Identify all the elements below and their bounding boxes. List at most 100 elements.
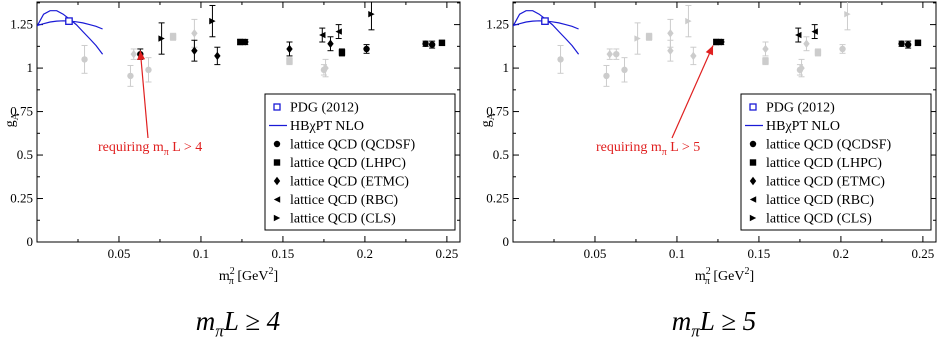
legend-label: HBχPT NLO	[290, 119, 364, 134]
x-tick-label: 0.15	[748, 246, 771, 261]
legend-swatch	[749, 140, 757, 148]
chart-panel-left: 0.05 0.1 0.15 0.2 0.25 0 0.25 0.5 0.75 1 1.25 m2 π […	[3, 1, 461, 341]
data-point	[127, 64, 134, 87]
data-point	[65, 17, 73, 25]
data-point	[613, 48, 620, 60]
legend-box	[740, 93, 932, 231]
data-point	[904, 40, 912, 49]
annotation-text: L > 5	[667, 140, 700, 155]
annotation-sub: π	[662, 147, 667, 158]
x-axis-label-sup: 2	[706, 266, 711, 277]
x-tick-label: 0.15	[272, 246, 295, 261]
data-point	[606, 48, 613, 60]
point-marker	[914, 39, 922, 47]
data-point	[363, 44, 370, 54]
point-marker	[335, 28, 342, 35]
data-point	[428, 40, 436, 49]
legend-box	[264, 93, 456, 231]
x-tick-label: 0.05	[108, 246, 131, 261]
point-marker	[685, 17, 692, 25]
legend-label: lattice QCD (CLS)	[290, 212, 396, 227]
y-tick-label: 0.75	[10, 104, 33, 119]
data-point	[690, 46, 697, 66]
point-marker	[322, 63, 329, 73]
point-marker	[191, 46, 198, 55]
x-axis-label-text: m	[695, 269, 706, 284]
point-marker	[214, 51, 221, 61]
point-marker	[422, 40, 429, 47]
y-tick-label: 1.25	[10, 17, 33, 32]
point-marker	[145, 66, 152, 74]
legend-label: lattice QCD (LHPC)	[766, 156, 882, 171]
x-axis-unit: [GeV	[234, 269, 269, 284]
y-tick-label: 0.5	[17, 147, 33, 162]
annotation-sub: π	[164, 147, 169, 158]
data-point	[368, 2, 375, 31]
caption-subscript: π	[215, 321, 224, 341]
legend-swatch	[749, 103, 757, 111]
x-axis-unit-sup: 2	[744, 266, 749, 277]
x-tick-label: 0.1	[669, 246, 685, 261]
data-point	[209, 4, 216, 38]
point-marker	[327, 39, 334, 48]
y-axis-label-sub: A	[10, 112, 21, 120]
legend-swatch	[273, 159, 281, 166]
y-axis-label: gA	[479, 112, 497, 127]
y-tick-label: 0.75	[486, 104, 509, 119]
x-axis-label: m2 π [GeV2]	[219, 266, 278, 287]
legend-label: lattice QCD (LHPC)	[290, 156, 406, 171]
annotation-text: requiring m	[596, 140, 662, 155]
point-marker	[286, 44, 293, 54]
data-point	[191, 39, 198, 62]
legend-label: PDG (2012)	[766, 101, 835, 116]
point-marker	[713, 38, 720, 46]
point-marker	[557, 56, 564, 63]
x-axis-label-sub: π	[705, 276, 710, 287]
legend-swatch	[273, 176, 281, 186]
data-point	[762, 41, 769, 57]
point-marker	[363, 45, 370, 53]
point-marker	[667, 29, 674, 38]
legend-swatch	[273, 214, 281, 222]
data-point	[811, 24, 818, 40]
x-tick-label: 0.2	[357, 246, 373, 261]
plot-area	[513, 2, 922, 87]
point-marker	[237, 38, 244, 46]
x-axis-label-sup: 2	[230, 266, 235, 277]
point-marker	[81, 56, 88, 63]
legend-label: HBχPT NLO	[766, 119, 840, 134]
data-point	[795, 27, 802, 43]
annotation-text: requiring m	[98, 140, 164, 155]
chart-panel-right: 0.05 0.1 0.15 0.2 0.25 0 0.25 0.5 0.75 1 1.25 m2 π […	[476, 0, 952, 345]
point-marker	[191, 29, 198, 38]
point-marker	[541, 17, 549, 25]
data-point	[667, 18, 674, 48]
annotation-arrowhead	[705, 45, 714, 56]
legend-label: lattice QCD (QCDSF)	[766, 138, 892, 153]
caption-text: L ≥ 4	[223, 306, 281, 336]
point-marker	[811, 28, 818, 35]
caption-subscript: π	[691, 321, 700, 341]
data-point	[214, 46, 221, 66]
x-tick-label: 0.2	[833, 246, 849, 261]
legend-label: lattice QCD (RBC)	[290, 193, 398, 208]
y-axis-label-sub: A	[486, 112, 497, 120]
data-point	[145, 57, 152, 83]
y-axis-label-text: g	[3, 120, 18, 127]
annotation-arrow	[671, 45, 714, 139]
point-marker	[65, 17, 73, 25]
data-point	[685, 4, 692, 38]
hbchpt-curve	[513, 10, 580, 55]
data-point	[898, 40, 905, 47]
point-marker	[338, 49, 346, 56]
data-point	[158, 22, 165, 55]
point-marker	[904, 41, 912, 48]
legend-swatch	[273, 103, 281, 111]
caption-text: m	[195, 306, 216, 336]
legend-swatch	[749, 176, 757, 186]
point-marker	[613, 50, 620, 58]
data-point	[713, 38, 720, 46]
data-point	[914, 39, 922, 47]
point-marker	[839, 45, 846, 53]
